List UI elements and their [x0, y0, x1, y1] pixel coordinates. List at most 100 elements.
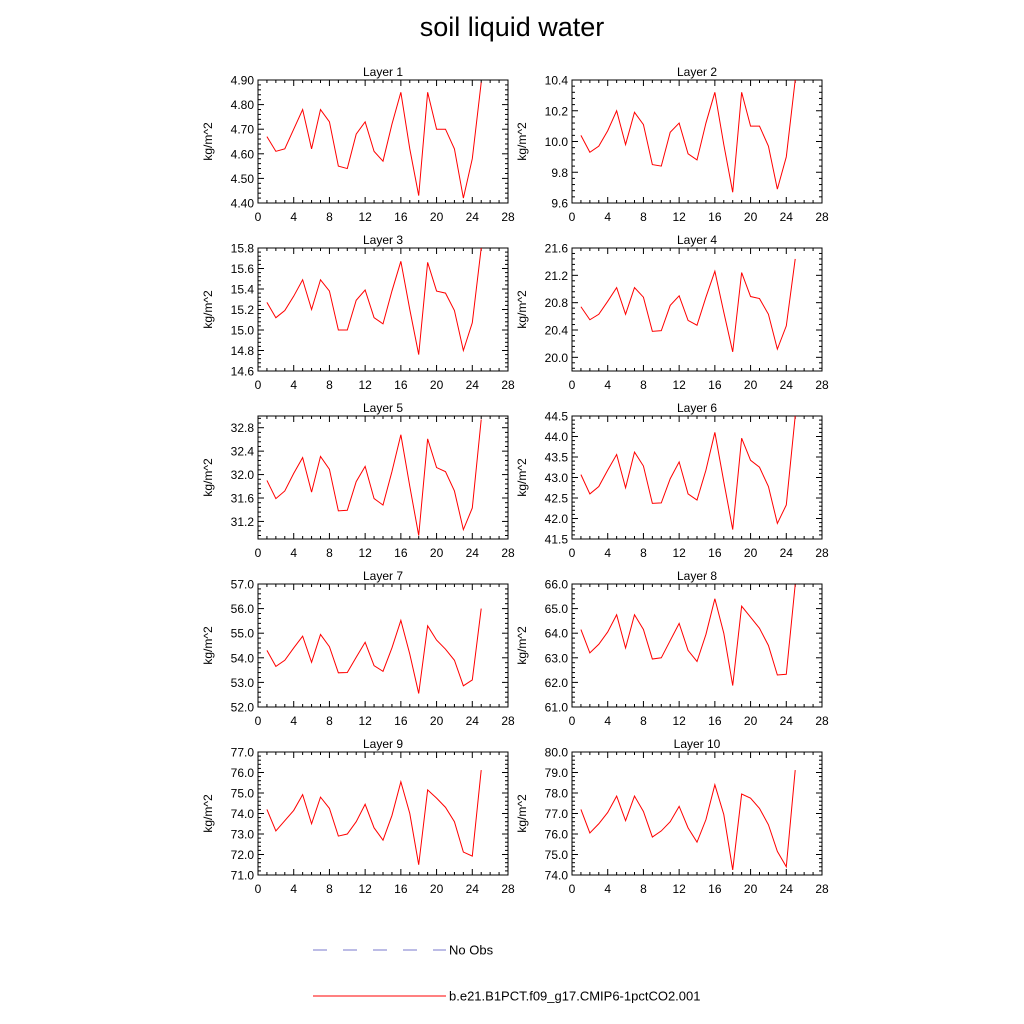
x-tick-label: 4 [290, 378, 297, 392]
x-tick-label: 20 [430, 546, 444, 560]
x-tick-label: 24 [466, 546, 480, 560]
x-tick-label: 12 [358, 546, 372, 560]
series-line [580, 79, 796, 193]
y-tick-label: 53.0 [231, 676, 255, 690]
x-tick-label: 12 [358, 714, 372, 728]
panel-layer-10: Layer 10 kg/m^2 0 4 8 12 16 20 24 28 74.0 75.0 76.0 7… [515, 737, 829, 896]
x-tick-label: 8 [326, 378, 333, 392]
x-tick-label: 16 [394, 378, 408, 392]
x-tick-label: 28 [815, 210, 829, 224]
x-tick-label: 8 [640, 378, 647, 392]
x-tick-label: 24 [466, 714, 480, 728]
panel-title: Layer 3 [363, 233, 403, 247]
x-tick-label: 20 [430, 714, 444, 728]
y-tick-label: 78.0 [545, 787, 569, 801]
y-tick-label: 79.0 [545, 766, 569, 780]
x-tick-label: 28 [501, 546, 515, 560]
x-tick-label: 24 [466, 882, 480, 896]
y-tick-label: 77.0 [231, 746, 255, 760]
plot-frame [571, 79, 823, 204]
panel-title: Layer 10 [674, 737, 721, 751]
y-tick-label: 14.6 [231, 365, 255, 379]
y-tick-label: 32.0 [231, 468, 255, 482]
x-tick-label: 8 [326, 210, 333, 224]
panels-group: Layer 1 kg/m^2 0 4 8 12 16 20 24 28 4.40 4.50 4.60 4.… [201, 65, 829, 896]
x-tick-label: 0 [569, 210, 576, 224]
x-tick-label: 28 [501, 882, 515, 896]
x-tick-label: 0 [569, 714, 576, 728]
x-tick-label: 8 [640, 210, 647, 224]
y-tick-label: 66.0 [545, 578, 569, 592]
x-tick-label: 0 [255, 882, 262, 896]
y-tick-label: 15.2 [231, 303, 255, 317]
y-tick-label: 10.0 [545, 135, 569, 149]
x-tick-label: 20 [744, 378, 758, 392]
series-line [266, 82, 482, 199]
x-tick-label: 16 [708, 378, 722, 392]
panel-title: Layer 8 [677, 569, 717, 583]
x-tick-label: 4 [290, 882, 297, 896]
y-tick-label: 76.0 [545, 828, 569, 842]
y-axis-label: kg/m^2 [201, 626, 215, 665]
x-tick-label: 16 [708, 546, 722, 560]
x-tick-label: 16 [708, 714, 722, 728]
x-tick-label: 4 [604, 546, 611, 560]
x-tick-label: 24 [780, 714, 794, 728]
panel-title: Layer 9 [363, 737, 403, 751]
y-axis-label: kg/m^2 [201, 290, 215, 329]
plot-frame [571, 247, 823, 372]
y-axis-label: kg/m^2 [201, 122, 215, 161]
y-tick-label: 20.8 [545, 296, 569, 310]
panel-layer-7: Layer 7 kg/m^2 0 4 8 12 16 20 24 28 52.0 53.0 54.0 55… [201, 569, 515, 728]
y-tick-label: 54.0 [231, 651, 255, 665]
x-tick-label: 24 [780, 546, 794, 560]
y-axis-label: kg/m^2 [515, 794, 529, 833]
x-tick-label: 12 [358, 882, 372, 896]
y-tick-label: 4.60 [231, 147, 255, 161]
y-tick-label: 61.0 [545, 701, 569, 715]
panel-layer-2: Layer 2 kg/m^2 0 4 8 12 16 20 24 28 9.6 9.8 10.0 10.2… [515, 65, 829, 224]
y-tick-label: 65.0 [545, 602, 569, 616]
y-tick-label: 80.0 [545, 746, 569, 760]
x-tick-label: 24 [780, 210, 794, 224]
y-axis-label: kg/m^2 [201, 794, 215, 833]
panel-title: Layer 1 [363, 65, 403, 79]
panel-layer-4: Layer 4 kg/m^2 0 4 8 12 16 20 24 28 20.0 20.4 20.8 21… [515, 233, 829, 392]
y-tick-label: 32.4 [231, 445, 255, 459]
y-tick-label: 9.8 [551, 166, 568, 180]
y-tick-label: 43.0 [545, 471, 569, 485]
y-tick-label: 44.5 [545, 410, 569, 424]
y-tick-label: 56.0 [231, 602, 255, 616]
x-tick-label: 28 [815, 378, 829, 392]
y-tick-label: 9.6 [551, 197, 568, 211]
x-tick-label: 24 [466, 378, 480, 392]
x-tick-label: 16 [708, 882, 722, 896]
x-tick-label: 0 [569, 882, 576, 896]
x-tick-label: 16 [708, 210, 722, 224]
x-tick-label: 28 [501, 378, 515, 392]
y-tick-label: 21.6 [545, 242, 569, 256]
y-tick-label: 75.0 [545, 848, 569, 862]
panel-layer-9: Layer 9 kg/m^2 0 4 8 12 16 20 24 28 71.0 72.0 73.0 74… [201, 737, 515, 896]
y-tick-label: 77.0 [545, 807, 569, 821]
x-tick-label: 8 [640, 546, 647, 560]
y-tick-label: 31.6 [231, 492, 255, 506]
x-tick-label: 4 [604, 714, 611, 728]
series-line [580, 769, 796, 870]
plot-frame [571, 583, 823, 708]
panel-title: Layer 6 [677, 401, 717, 415]
y-tick-label: 4.40 [231, 197, 255, 211]
x-tick-label: 20 [744, 714, 758, 728]
series-line [266, 608, 482, 694]
y-axis-label: kg/m^2 [515, 458, 529, 497]
x-tick-label: 0 [255, 210, 262, 224]
x-tick-label: 20 [744, 210, 758, 224]
y-tick-label: 31.2 [231, 515, 255, 529]
x-tick-label: 4 [604, 378, 611, 392]
x-tick-label: 28 [815, 882, 829, 896]
y-tick-label: 10.4 [545, 74, 569, 88]
series-line [266, 419, 482, 536]
x-tick-label: 12 [672, 714, 686, 728]
plot-frame [257, 247, 509, 372]
x-tick-label: 4 [604, 210, 611, 224]
